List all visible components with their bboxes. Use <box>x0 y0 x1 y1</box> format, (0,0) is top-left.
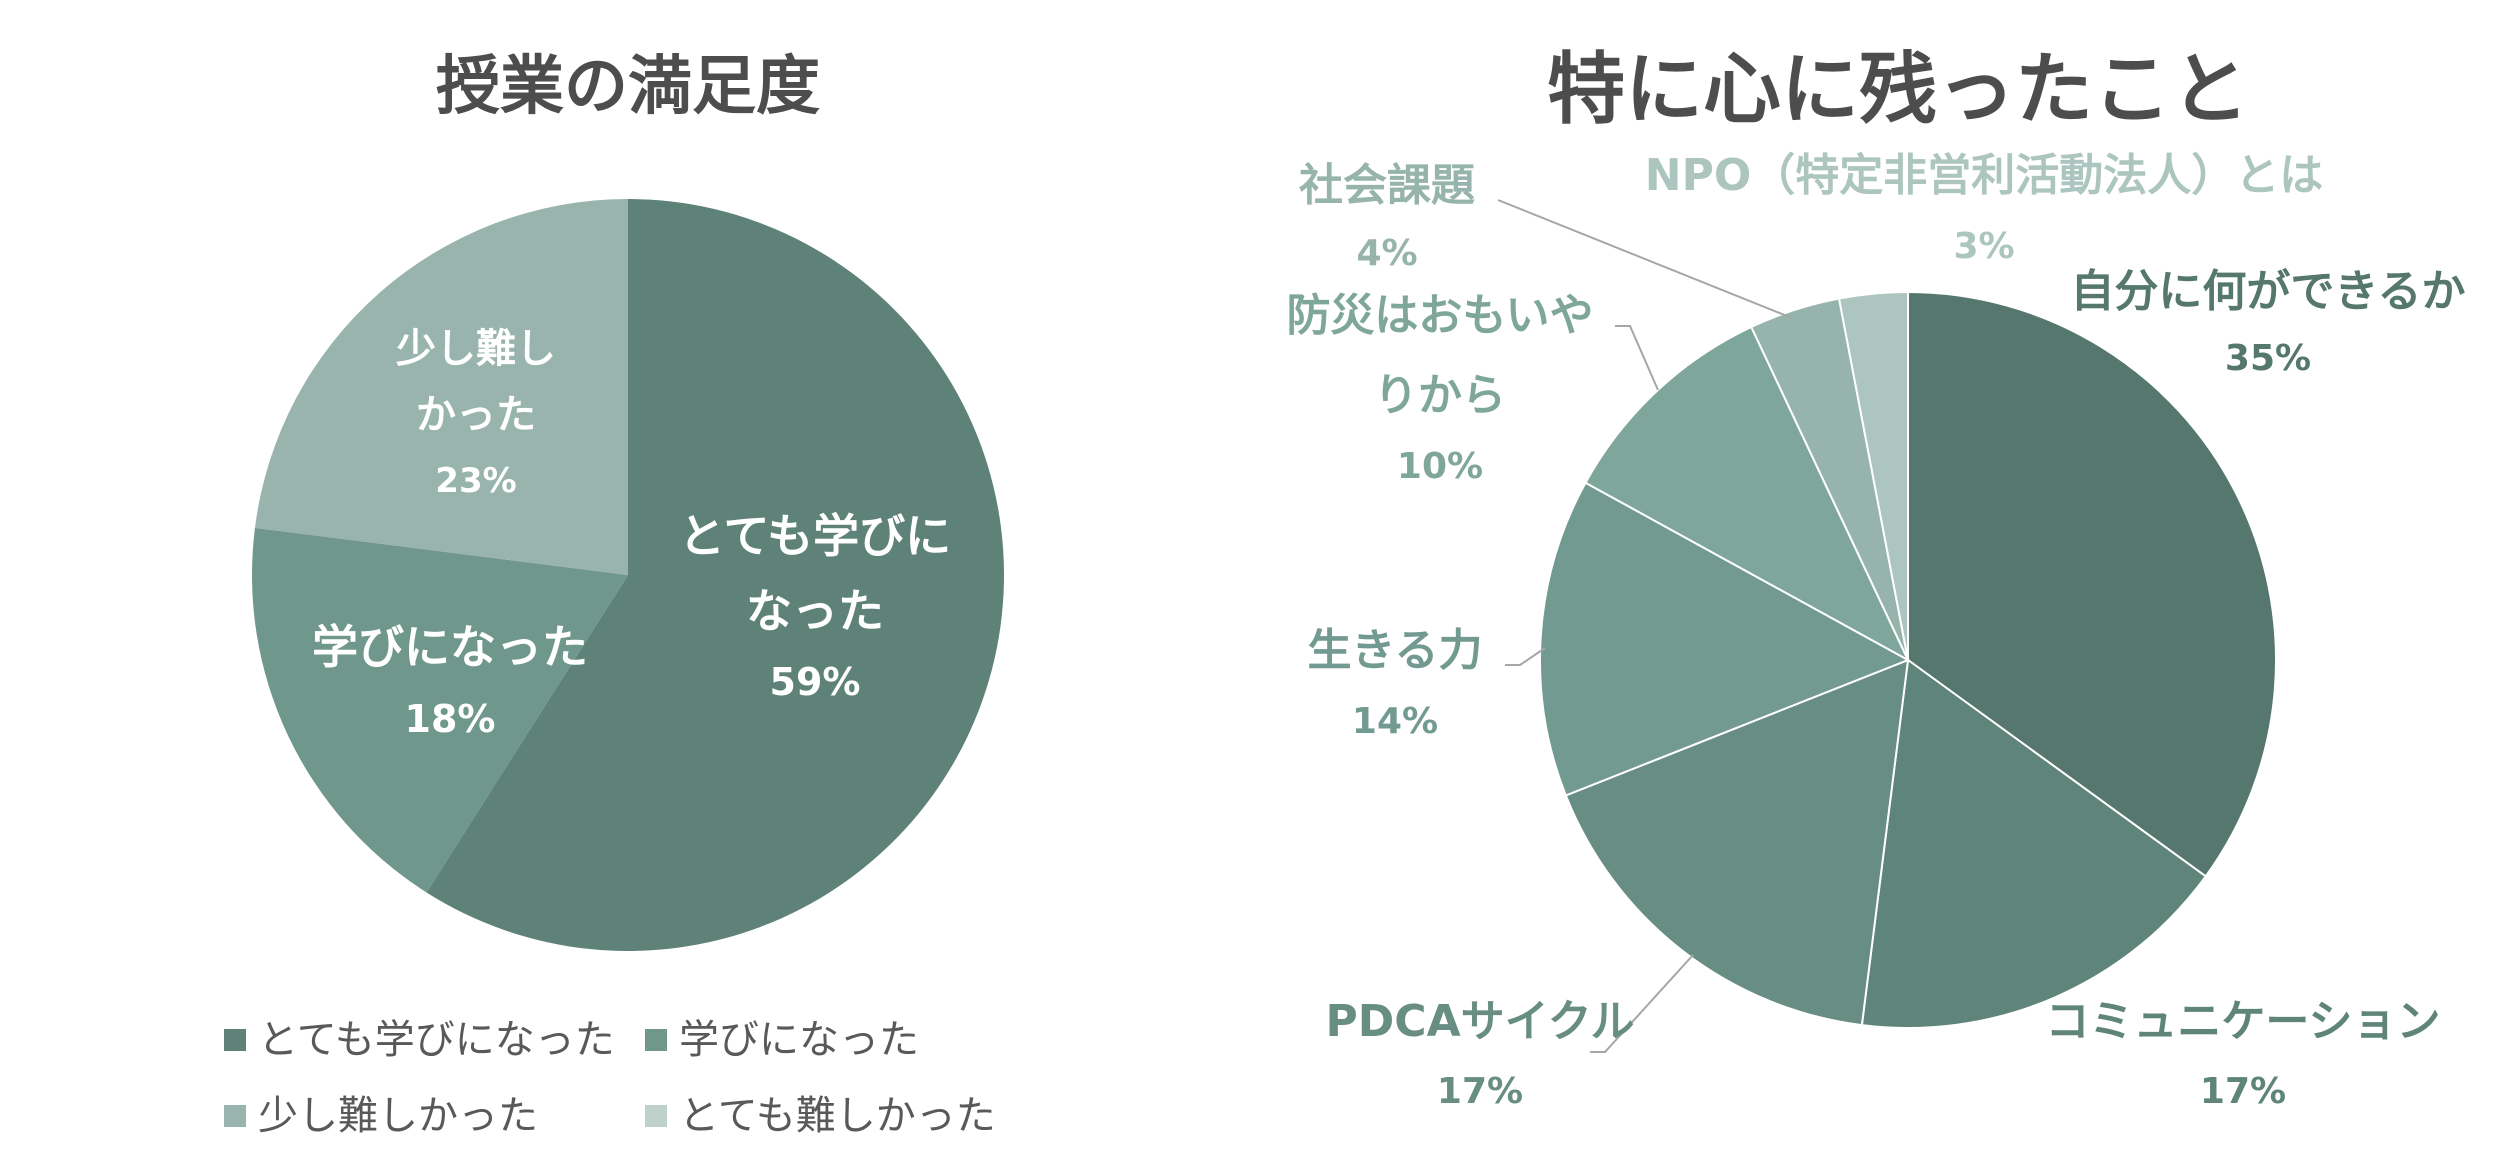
data-label-category: とても学びに <box>679 509 951 563</box>
data-label-value: 3% <box>1953 226 2014 267</box>
memorable-slice-1 <box>1907 290 2277 878</box>
data-label-value: 17% <box>1437 1071 1523 1112</box>
data-label-value: 4% <box>1356 233 1417 274</box>
memorable-slice-4 <box>1538 481 1911 797</box>
memorable-slice-3 <box>1564 658 1910 1027</box>
data-label-category: かった <box>416 392 536 438</box>
data-label-category: 生きる力 <box>1307 625 1482 676</box>
chart-title: 授業の満足度 <box>436 50 820 124</box>
data-label-category: 防災はおもいや <box>1286 290 1593 341</box>
legend-swatch <box>224 1029 246 1051</box>
legend-entry: とても難しかった <box>679 1093 996 1139</box>
legend-entry: 学びになった <box>679 1017 919 1063</box>
data-label-category: 少し難し <box>396 326 556 372</box>
leader-line-pdca <box>1590 954 1694 1053</box>
data-label-value: 59% <box>770 660 861 704</box>
leader-line-social <box>1497 199 1793 319</box>
legend-entry: 少し難しかった <box>258 1093 538 1139</box>
legend-entry: とても学びになった <box>258 1017 615 1063</box>
data-label-category: 自分に何ができるか <box>2070 266 2465 317</box>
legend-swatch <box>645 1029 667 1051</box>
chart-title: 特に心に残ったこと <box>1547 45 2249 135</box>
memorable-pie-chart: 特に心に残ったこと 自分に何ができるか 35% コミュニケーション 17% PDCAサイ… <box>1286 45 2465 1112</box>
satisfaction-slice-3 <box>254 199 628 575</box>
data-label-value: 10% <box>1397 446 1483 487</box>
data-label-value: 14% <box>1352 701 1438 742</box>
legend-swatch <box>224 1105 246 1127</box>
data-label-value: 23% <box>435 461 516 501</box>
data-label-value: 18% <box>405 697 496 741</box>
data-label-category: りから <box>1374 370 1506 421</box>
memorable-slice-5 <box>1584 325 1911 663</box>
data-label-category: 社会課題 <box>1299 160 1475 211</box>
leader-line-bousai <box>1615 325 1659 391</box>
satisfaction-slice-1 <box>426 199 1005 952</box>
data-label-category: NPO（特定非営利活動法人）とは <box>1645 150 2323 201</box>
data-label-category: コミュニケーション <box>2045 996 2440 1047</box>
leader-line-ikiru <box>1505 647 1546 666</box>
memorable-slice-2 <box>1860 658 2208 1030</box>
data-label-category: PDCAサイクル <box>1326 996 1635 1047</box>
data-label-value: 17% <box>2200 1071 2286 1112</box>
data-label-category: なった <box>746 584 884 638</box>
data-label-value: 35% <box>2225 338 2311 379</box>
memorable-slice-7 <box>1837 290 1909 661</box>
satisfaction-slice-2 <box>252 527 628 893</box>
legend-swatch <box>645 1105 667 1127</box>
data-label-category: 学びになった <box>312 620 588 674</box>
